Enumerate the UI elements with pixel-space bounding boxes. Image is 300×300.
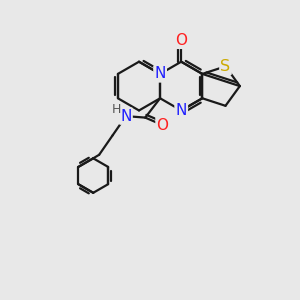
Text: O: O [175,33,187,48]
Text: O: O [157,118,169,133]
Text: N: N [120,109,132,124]
Text: H: H [112,103,121,116]
Text: N: N [154,66,166,81]
Text: N: N [176,103,187,118]
Text: S: S [220,59,231,74]
